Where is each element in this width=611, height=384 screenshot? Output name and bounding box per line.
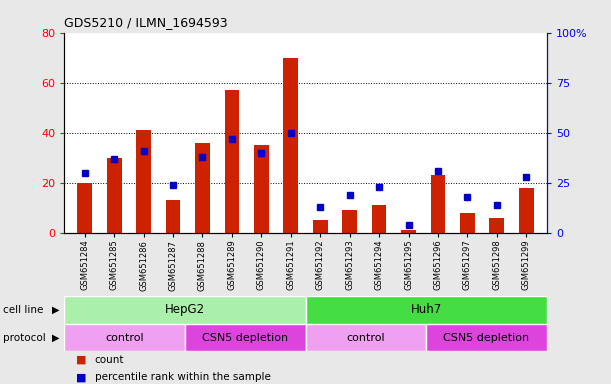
Text: ▶: ▶ xyxy=(53,333,60,343)
Bar xyxy=(225,91,240,233)
Text: ■: ■ xyxy=(76,372,87,382)
Text: percentile rank within the sample: percentile rank within the sample xyxy=(95,372,271,382)
Bar xyxy=(166,200,180,233)
Text: cell line: cell line xyxy=(3,305,43,315)
Bar xyxy=(107,158,122,233)
Text: Huh7: Huh7 xyxy=(411,303,442,316)
Text: GDS5210 / ILMN_1694593: GDS5210 / ILMN_1694593 xyxy=(64,16,228,29)
Bar xyxy=(426,324,547,351)
Bar xyxy=(284,58,298,233)
Text: control: control xyxy=(105,333,144,343)
Bar xyxy=(342,210,357,233)
Bar xyxy=(78,183,92,233)
Bar xyxy=(431,175,445,233)
Bar xyxy=(489,218,504,233)
Bar xyxy=(460,213,475,233)
Bar xyxy=(136,131,151,233)
Bar xyxy=(519,188,533,233)
Bar xyxy=(195,143,210,233)
Bar xyxy=(313,220,327,233)
Bar xyxy=(401,230,416,233)
Text: ■: ■ xyxy=(76,354,87,364)
Bar xyxy=(306,296,547,324)
Bar xyxy=(64,324,185,351)
Text: control: control xyxy=(346,333,385,343)
Bar xyxy=(371,205,386,233)
Bar xyxy=(306,324,426,351)
Bar xyxy=(254,146,269,233)
Text: protocol: protocol xyxy=(3,333,46,343)
Text: ▶: ▶ xyxy=(53,305,60,315)
Text: CSN5 depletion: CSN5 depletion xyxy=(202,333,288,343)
Text: count: count xyxy=(95,354,124,364)
Bar xyxy=(185,324,306,351)
Text: HepG2: HepG2 xyxy=(165,303,205,316)
Text: CSN5 depletion: CSN5 depletion xyxy=(444,333,530,343)
Bar xyxy=(64,296,306,324)
